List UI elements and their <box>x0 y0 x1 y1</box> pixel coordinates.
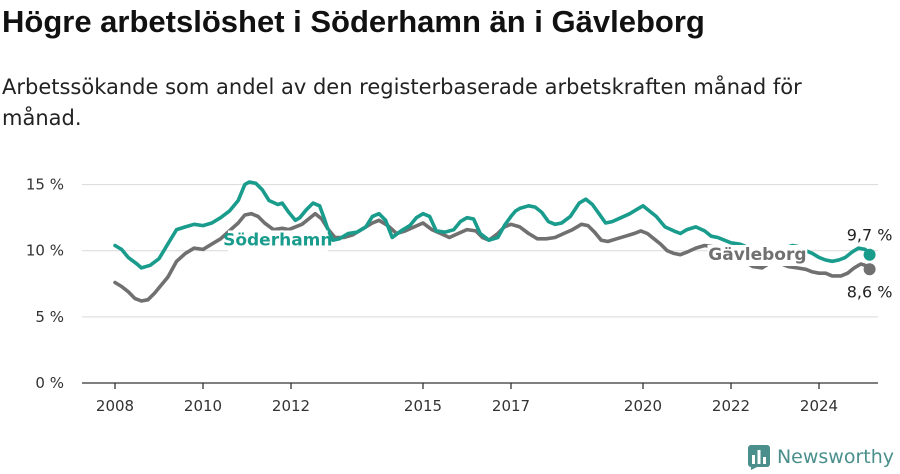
y-tick-label: 10 % <box>26 242 64 260</box>
series-label-soderhamn: Söderhamn <box>223 230 332 250</box>
end-point-soderhamn <box>863 248 876 261</box>
series-label-gavleborg: Gävleborg <box>708 245 806 265</box>
x-tick-label: 2008 <box>96 397 134 415</box>
end-point-gavleborg <box>863 263 876 276</box>
y-axis-ticks: 0 % 5 % 10 % 15 % <box>26 176 64 392</box>
x-axis-ticks: 2008 2010 2012 2015 2017 2020 2022 2024 <box>96 383 838 415</box>
bar-chart-logo-icon <box>747 445 770 470</box>
label-halo <box>707 245 808 266</box>
x-tick-label: 2020 <box>624 397 662 415</box>
x-tick-label: 2022 <box>712 397 750 415</box>
brand-logo: Newsworthy <box>747 444 894 470</box>
y-tick-label: 15 % <box>26 176 64 194</box>
y-tick-label: 5 % <box>35 308 64 326</box>
x-tick-label: 2017 <box>492 397 530 415</box>
end-value-gavleborg: 8,6 % <box>847 282 893 301</box>
end-value-soderhamn: 9,7 % <box>847 226 893 245</box>
x-tick-label: 2010 <box>184 397 222 415</box>
x-tick-label: 2024 <box>800 397 838 415</box>
brand-name: Newsworthy <box>776 446 894 468</box>
x-tick-label: 2015 <box>404 397 442 415</box>
x-tick-label: 2012 <box>272 397 310 415</box>
series-labels: Söderhamn Gävleborg 9,7 % 8,6 % <box>223 226 892 302</box>
label-halo <box>227 230 328 252</box>
page-title: Högre arbetslöshet i Söderhamn än i Gävl… <box>2 4 705 39</box>
chart-subtitle: Arbetssökande som andel av den registerb… <box>2 75 802 130</box>
y-tick-label: 0 % <box>35 374 64 392</box>
